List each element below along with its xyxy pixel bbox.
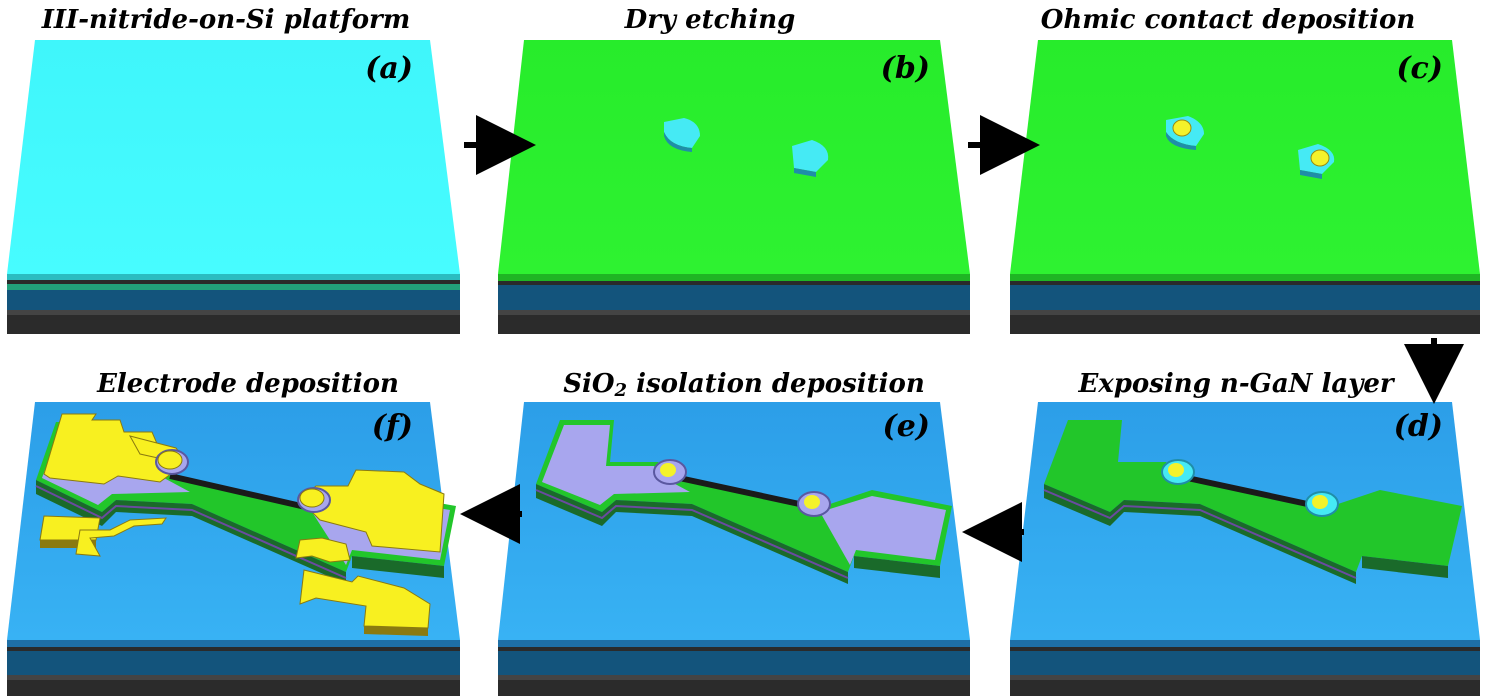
- wafer-a: [7, 40, 460, 334]
- panel-b: Dry etching (b): [498, 5, 970, 334]
- mesa-b1: [664, 118, 700, 152]
- flow-arrows: [460, 115, 1464, 562]
- panel-c: Ohmic contact deposition (c): [1010, 5, 1480, 334]
- pad-right-bottom: [299, 569, 431, 629]
- device-f: [35, 413, 456, 636]
- mesa-c1: [1166, 116, 1204, 150]
- panel-a: III-nitride-on-Si platform (a): [7, 5, 460, 334]
- device-d: [1043, 420, 1462, 584]
- mesa-b2: [792, 140, 829, 177]
- step-b-title: Dry etching: [624, 5, 796, 35]
- step-b-tag: (b): [881, 51, 930, 86]
- step-c-title: Ohmic contact deposition: [1041, 5, 1416, 35]
- panel-e: SiO2 isolation deposition (e): [498, 369, 970, 696]
- step-e-tag: (e): [883, 409, 930, 444]
- mesa-c2: [1298, 144, 1335, 179]
- step-f-title: Electrode deposition: [96, 369, 399, 399]
- step-d-title: Exposing n-GaN layer: [1077, 369, 1395, 399]
- panel-f: Electrode deposition: [7, 369, 460, 696]
- wafer-c: [1010, 40, 1480, 334]
- ohmic-contact-c2: [1310, 149, 1330, 167]
- step-c-tag: (c): [1396, 51, 1443, 86]
- electrode-right: [299, 469, 445, 553]
- step-a-title: III-nitride-on-Si platform: [41, 5, 411, 35]
- wafer-a-top: [7, 40, 460, 274]
- device-e: [535, 420, 952, 584]
- step-e-title: SiO2 isolation deposition: [563, 369, 925, 401]
- panel-d: Exposing n-GaN layer (d): [1010, 369, 1480, 696]
- step-d-tag: (d): [1394, 409, 1443, 444]
- bridge-left: [75, 517, 167, 557]
- ohmic-contact-c1: [1172, 119, 1192, 137]
- step-f-tag: (f): [372, 409, 413, 444]
- wafer-b: [498, 40, 970, 334]
- step-a-tag: (a): [365, 51, 413, 86]
